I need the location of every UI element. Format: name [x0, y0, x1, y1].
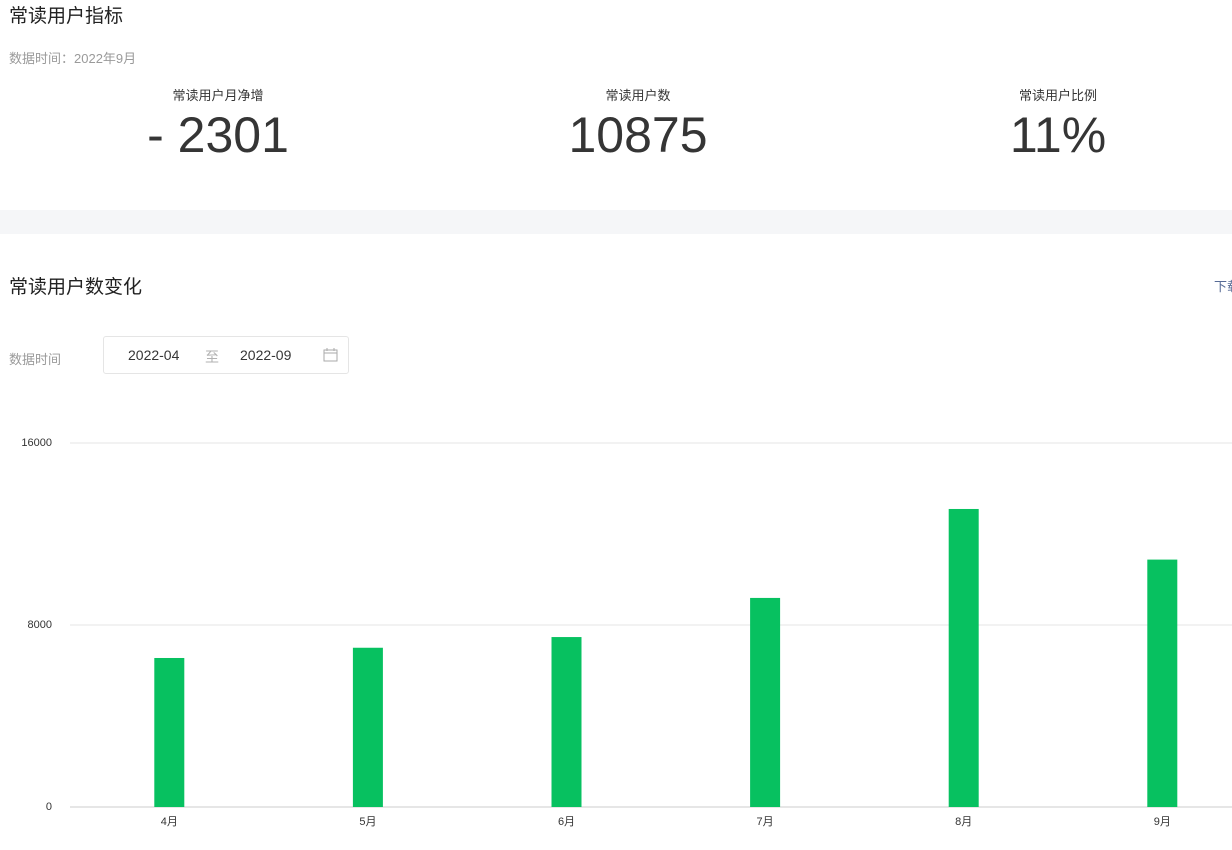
x-tick-label: 6月: [558, 816, 575, 828]
bar: [352, 647, 383, 807]
x-tick-label: 8月: [955, 816, 972, 828]
y-tick-label: 16000: [21, 437, 52, 449]
bar: [1147, 559, 1178, 807]
section-title: 常读用户指标: [9, 6, 124, 27]
metric-value: - 2301: [147, 107, 289, 163]
filter-label: 数据时间: [9, 352, 62, 367]
date-range-picker[interactable]: 2022-04 至 2022-09: [103, 336, 349, 374]
range-separator: 至: [205, 349, 219, 365]
y-tick-label: 0: [46, 801, 52, 813]
section-title: 常读用户数变化: [9, 277, 143, 298]
metric-value: 10875: [568, 107, 708, 163]
calendar-icon: [323, 348, 338, 362]
start-date[interactable]: 2022-04: [128, 347, 180, 363]
divider: [0, 210, 1232, 234]
bar: [948, 508, 979, 807]
x-tick-label: 4月: [161, 816, 178, 828]
download-link[interactable]: 下载: [1214, 279, 1232, 294]
x-tick-label: 9月: [1154, 816, 1171, 828]
metric-label: 常读用户月净增: [172, 88, 264, 103]
metric-value: 11%: [1009, 107, 1107, 163]
metric-label: 常读用户比例: [1018, 88, 1098, 103]
x-tick-label: 7月: [757, 816, 774, 828]
bar: [551, 637, 582, 807]
y-tick-label: 8000: [28, 619, 52, 631]
x-tick-label: 5月: [359, 816, 376, 828]
end-date[interactable]: 2022-09: [240, 347, 292, 363]
bar: [750, 597, 781, 807]
metric-label: 常读用户数: [605, 88, 671, 103]
bar: [154, 657, 185, 807]
bar-chart: 0 8000 16000 4月 5月 6月 7月 8月 9月: [21, 437, 1232, 828]
data-date: 数据时间：2022年9月: [9, 51, 137, 66]
